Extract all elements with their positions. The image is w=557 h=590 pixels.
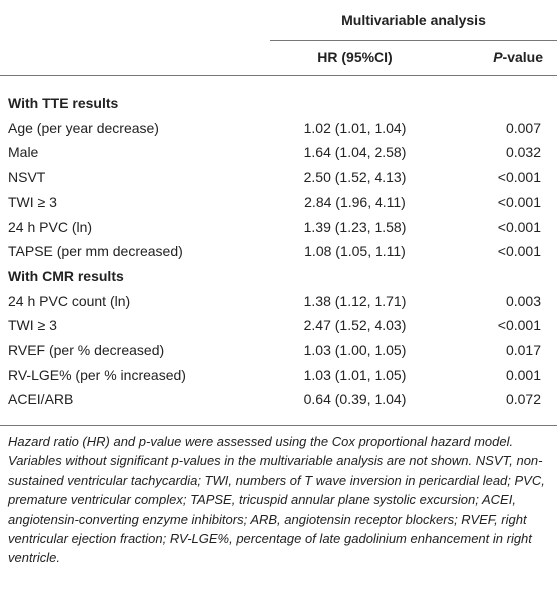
row-label: Male (8, 144, 39, 161)
row-label: 24 h PVC (ln) (8, 218, 93, 235)
footnote: Hazard ratio (HR) and p-value were asses… (8, 434, 545, 566)
p-value: 0.017 (505, 342, 541, 358)
row-label: NSVT (8, 169, 46, 186)
hr-value: 1.39 (1.23, 1.58) (303, 218, 407, 235)
hr-value: 1.38 (1.12, 1.71) (303, 292, 407, 309)
p-value: 0.001 (505, 366, 541, 383)
row-label: 24 h PVC count (ln) (8, 292, 131, 309)
bottom-rule (0, 425, 557, 426)
row-label: RV-LGE% (per % increased) (8, 366, 186, 383)
hr-value: 1.03 (1.01, 1.05) (303, 366, 407, 383)
p-value: 0.032 (505, 144, 541, 161)
hr-value: 1.64 (1.04, 2.58) (303, 144, 407, 161)
hr-value: 2.47 (1.52, 4.03) (303, 317, 407, 334)
hr-value: 2.50 (1.52, 4.13) (303, 169, 407, 186)
p-value: <0.001 (497, 169, 541, 186)
column-header: P-value (493, 47, 543, 67)
row-label: Age (per year decrease) (8, 119, 159, 136)
hr-value: 0.64 (0.39, 1.04) (303, 391, 407, 408)
p-value: <0.001 (497, 243, 541, 260)
column-header: HR (95%CI) (317, 49, 393, 65)
p-value: 0.003 (505, 292, 541, 309)
row-label: TAPSE (per mm decreased) (8, 243, 183, 260)
column-header-rest: -value (502, 49, 543, 65)
row-label: TWI ≥ 3 (8, 193, 57, 210)
header-rule (270, 40, 557, 41)
p-value: <0.001 (497, 317, 541, 334)
row-label: TWI ≥ 3 (8, 317, 57, 334)
hr-value: 1.08 (1.05, 1.11) (304, 243, 406, 260)
hr-value: 1.03 (1.00, 1.05) (303, 342, 407, 358)
row-label: RVEF (per % decreased) (8, 342, 165, 358)
p-value: <0.001 (497, 218, 541, 235)
group-header: Multivariable analysis (341, 12, 486, 28)
hr-value: 2.84 (1.96, 4.11) (304, 193, 406, 210)
header-rule (0, 75, 557, 76)
p-value: 0.007 (505, 119, 541, 136)
column-header-italic: P (493, 49, 503, 65)
section-title: With TTE results (8, 95, 119, 111)
row-label: ACEI/ARB (8, 391, 74, 408)
section-title: With CMR results (8, 267, 124, 284)
p-value: 0.072 (505, 391, 541, 408)
p-value: <0.001 (497, 193, 541, 210)
hr-value: 1.02 (1.01, 1.04) (303, 119, 407, 136)
